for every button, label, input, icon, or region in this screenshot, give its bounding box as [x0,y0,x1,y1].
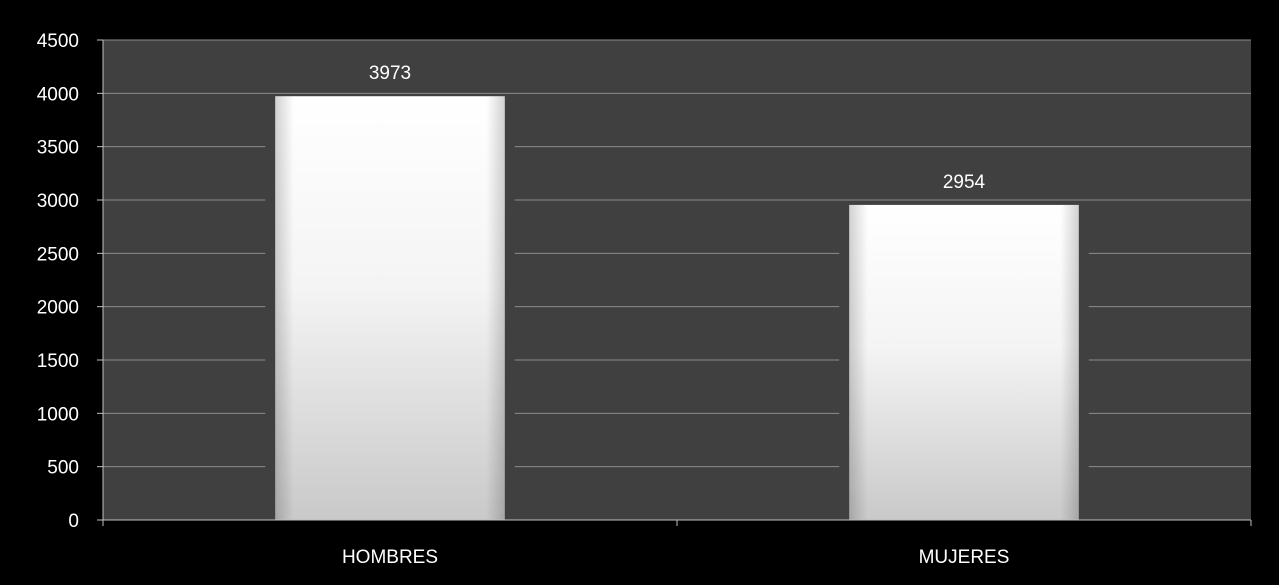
bar-shade [275,96,505,521]
x-category-label: MUJERES [919,547,1010,568]
y-tick-label: 2000 [37,298,79,319]
bar-shade [849,204,1079,520]
data-label: 2954 [943,172,986,193]
labels: 0 500 1000 1500 2000 2500 3000 3500 4000 4500 3973… [37,31,1010,568]
data-label: 3973 [369,63,411,84]
y-tick-label: 1500 [37,351,79,372]
bars [265,95,1089,521]
y-tick-label: 4000 [37,84,79,105]
y-tick-label: 0 [68,511,79,532]
bar-hombres [265,95,515,521]
axes [97,39,1252,526]
y-tick-label: 2500 [37,244,79,265]
bar-mujeres [839,203,1089,520]
y-tick-label: 4500 [37,31,79,52]
y-tick-label: 3000 [37,191,79,212]
y-tick-label: 500 [47,458,79,479]
y-tick-label: 3500 [37,138,79,159]
x-category-label: HOMBRES [342,547,438,568]
y-tick-label: 1000 [37,404,79,425]
